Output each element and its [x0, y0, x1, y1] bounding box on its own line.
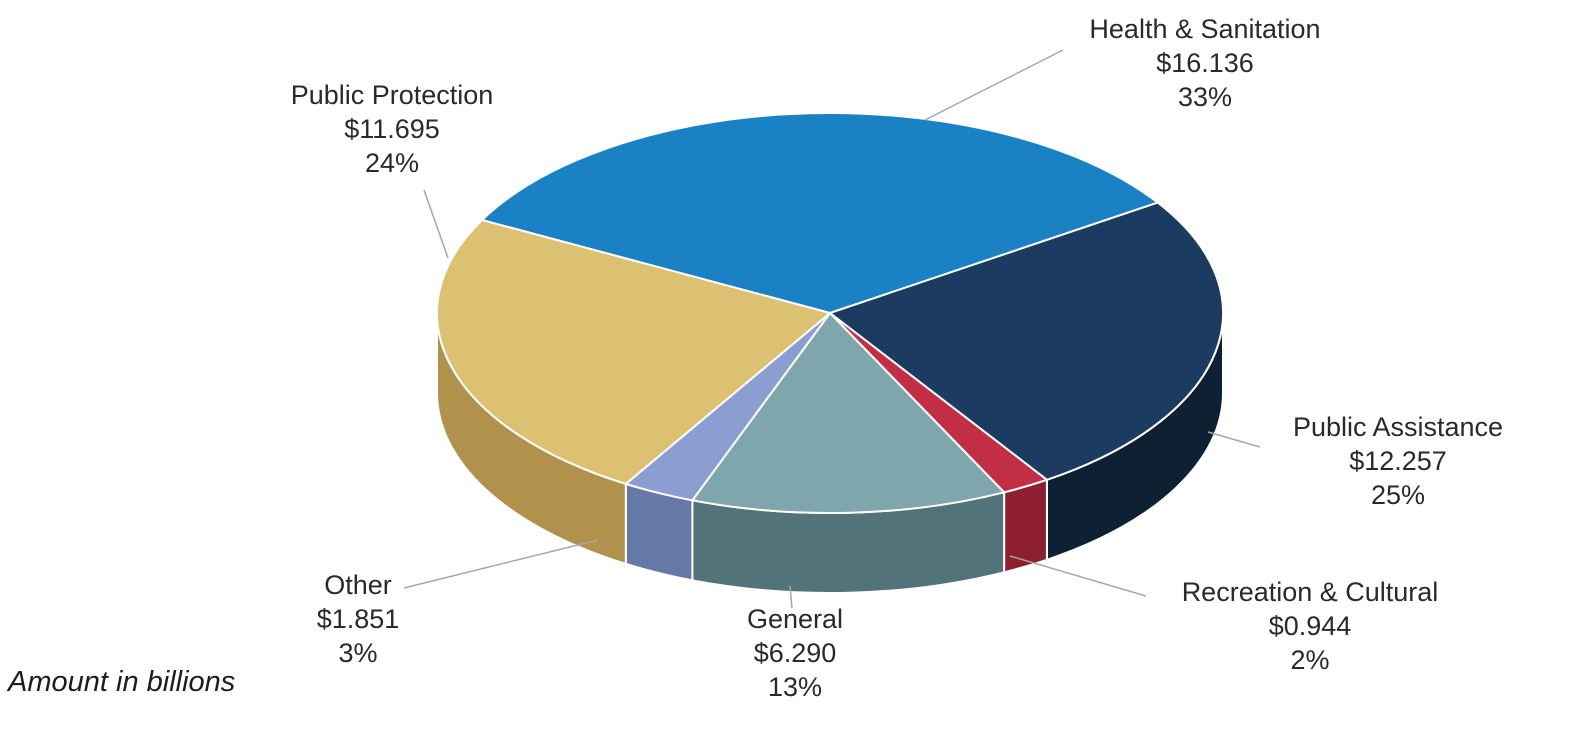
slice-amount: $11.695 [344, 114, 440, 144]
slice-percent: 2% [1290, 645, 1330, 675]
slice-percent: 13% [767, 672, 823, 702]
slice-label-other: Other $1.851 3% [317, 568, 400, 670]
slice-label-public-assistance: Public Assistance $12.257 25% [1293, 410, 1503, 512]
slice-name: Public Assistance [1292, 412, 1504, 442]
slice-name: General [746, 604, 844, 634]
slice-label-general: General $6.290 13% [747, 602, 843, 704]
slice-percent: 3% [338, 638, 378, 668]
slice-label-public-protection: Public Protection $11.695 24% [291, 78, 494, 180]
pie-top-slices [436, 112, 1224, 514]
slice-percent: 24% [364, 148, 420, 178]
slice-amount: $6.290 [753, 638, 837, 668]
slice-amount: $0.944 [1268, 611, 1352, 641]
slice-name: Recreation & Cultural [1181, 577, 1439, 607]
slice-percent: 25% [1370, 480, 1426, 510]
slice-amount: $1.851 [316, 604, 400, 634]
slice-amount: $12.257 [1349, 446, 1447, 476]
slice-percent: 33% [1177, 82, 1233, 112]
leader-lines [403, 49, 1261, 609]
chart-note: Amount in billions [8, 666, 236, 698]
slice-label-health-sanitation: Health & Sanitation $16.136 33% [1089, 12, 1320, 114]
slice-name: Public Protection [290, 80, 494, 110]
slice-name: Other [324, 570, 392, 600]
slice-amount: $16.136 [1156, 48, 1254, 78]
pie-side-walls [436, 312, 1224, 594]
slice-name: Health & Sanitation [1089, 14, 1321, 44]
slice-label-recreation-cultural: Recreation & Cultural $0.944 2% [1182, 575, 1439, 677]
